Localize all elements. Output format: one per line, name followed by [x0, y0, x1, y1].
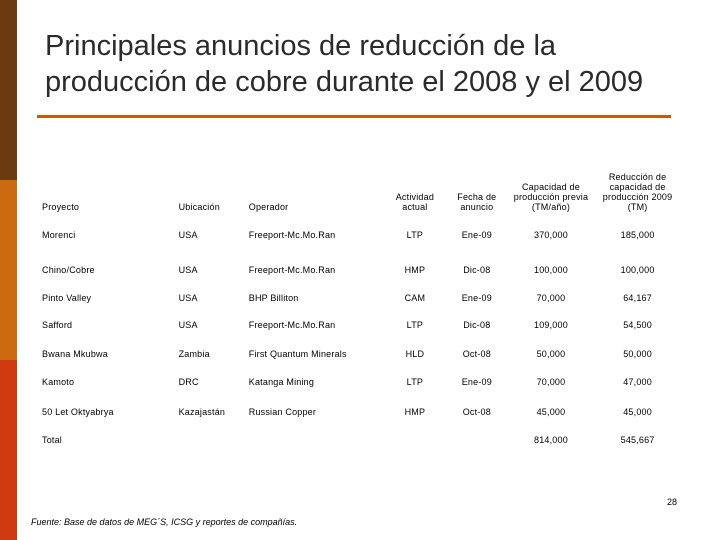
cell-actividad: CAM [404, 292, 426, 303]
cell-reduccion: 47,000 [623, 377, 652, 387]
cell-proyecto: 50 Let Oktyabrya [42, 407, 114, 417]
cell-operador: Russian Copper [248, 407, 317, 417]
header-proyecto: Proyecto [42, 202, 80, 212]
cell-fecha: Oct-08 [462, 349, 491, 359]
cell-ubicacion: USA [178, 320, 198, 330]
cell-proyecto: Morenci [42, 230, 76, 240]
cell-capacidad: 370,000 [533, 230, 568, 240]
cell-reduccion: 64,167 [623, 292, 652, 303]
slide-title: Principales anuncios de reducción de la … [45, 28, 715, 100]
cell-operador: Freeport-Mc.Mo.Ran [248, 230, 336, 240]
cell-capacidad: 45,000 [536, 407, 566, 417]
cell-operador: First Quantum Minerals [248, 349, 347, 359]
cell-proyecto: Kamoto [42, 377, 75, 387]
header-operador: Operador [248, 202, 289, 212]
cell-reduccion: 45,000 [623, 407, 652, 417]
copper-reduction-table: Proyecto Ubicación Operador Actividad ac… [40, 160, 680, 451]
cell-operador: Katanga Mining [248, 377, 315, 387]
header-reduccion: Reducción de capacidad de producción 200… [602, 172, 673, 212]
header-fecha: Fecha de anuncio [457, 192, 497, 212]
cell-proyecto: Pinto Valley [42, 292, 92, 303]
cell-operador: BHP Billiton [248, 292, 299, 303]
cell-actividad: LTP [406, 230, 424, 240]
cell-reduccion: 100,000 [620, 265, 655, 275]
cell-total-capacidad: 814,000 [533, 435, 568, 445]
cell-actividad: HMP [404, 407, 426, 417]
cell-empty [177, 429, 247, 451]
table-row: Safford USA Freeport-Mc.Mo.Ran LTP Dic-0… [40, 311, 680, 339]
cell-operador: Freeport-Mc.Mo.Ran [248, 265, 336, 275]
cell-ubicacion: DRC [178, 377, 199, 387]
cell-capacidad: 70,000 [536, 292, 566, 303]
header-actividad: Actividad actual [395, 192, 435, 212]
cell-ubicacion: USA [178, 292, 198, 303]
left-accent-bar-top [0, 0, 17, 180]
cell-reduccion: 50,000 [623, 349, 652, 359]
cell-reduccion: 185,000 [620, 230, 655, 240]
cell-proyecto: Bwana Mkubwa [42, 349, 108, 359]
table-row: 50 Let Oktyabrya Kazajastán Russian Copp… [40, 395, 680, 429]
cell-ubicacion: Kazajastán [178, 407, 226, 417]
table-row: Chino/Cobre USA Freeport-Mc.Mo.Ran HMP D… [40, 256, 680, 284]
cell-empty [383, 429, 447, 451]
cell-operador: Freeport-Mc.Mo.Ran [248, 320, 336, 330]
cell-proyecto: Safford [42, 320, 73, 330]
cell-empty [447, 429, 507, 451]
table-row: Pinto Valley USA BHP Billiton CAM Ene-09… [40, 284, 680, 311]
cell-fecha: Ene-09 [461, 230, 492, 240]
cell-fecha: Dic-08 [463, 265, 491, 275]
header-capacidad: Capacidad de producción previa (TM/año) [513, 182, 589, 212]
cell-ubicacion: USA [178, 265, 198, 275]
cell-empty [247, 429, 383, 451]
cell-actividad: HMP [404, 265, 426, 275]
cell-capacidad: 70,000 [536, 377, 566, 387]
header-ubicacion: Ubicación [178, 202, 220, 212]
cell-fecha: Dic-08 [463, 320, 491, 330]
table-total-row: Total 814,000 545,667 [40, 429, 680, 451]
cell-reduccion: 54,500 [623, 320, 652, 330]
cell-fecha: Ene-09 [461, 377, 492, 387]
cell-total-label: Total [42, 435, 63, 445]
cell-fecha: Oct-08 [462, 407, 491, 417]
cell-total-reduccion: 545,667 [620, 435, 655, 445]
page-number: 28 [666, 497, 677, 507]
table-row: Bwana Mkubwa Zambia First Quantum Minera… [40, 339, 680, 369]
table-row: Kamoto DRC Katanga Mining LTP Ene-09 70,… [40, 369, 680, 395]
slide-title-line-2: producción de cobre durante el 2008 y el… [45, 66, 644, 98]
cell-proyecto: Chino/Cobre [42, 265, 95, 275]
cell-actividad: HLD [405, 349, 425, 359]
left-accent-bar-bottom [0, 360, 17, 540]
cell-capacidad: 100,000 [533, 265, 568, 275]
left-accent-bar-middle [0, 180, 17, 360]
cell-capacidad: 50,000 [536, 349, 566, 359]
cell-actividad: LTP [406, 377, 424, 387]
cell-capacidad: 109,000 [533, 320, 568, 330]
table-row: Morenci USA Freeport-Mc.Mo.Ran LTP Ene-0… [40, 214, 680, 256]
source-note: Fuente: Base de datos de MEG´S, ICSG y r… [31, 517, 298, 527]
slide-title-line-1: Principales anuncios de reducción de la [45, 30, 557, 62]
title-underline [37, 115, 671, 118]
cell-fecha: Ene-09 [461, 292, 492, 303]
table-header-row: Proyecto Ubicación Operador Actividad ac… [40, 160, 680, 214]
cell-ubicacion: USA [178, 230, 198, 240]
cell-ubicacion: Zambia [178, 349, 210, 359]
cell-actividad: LTP [406, 320, 424, 330]
